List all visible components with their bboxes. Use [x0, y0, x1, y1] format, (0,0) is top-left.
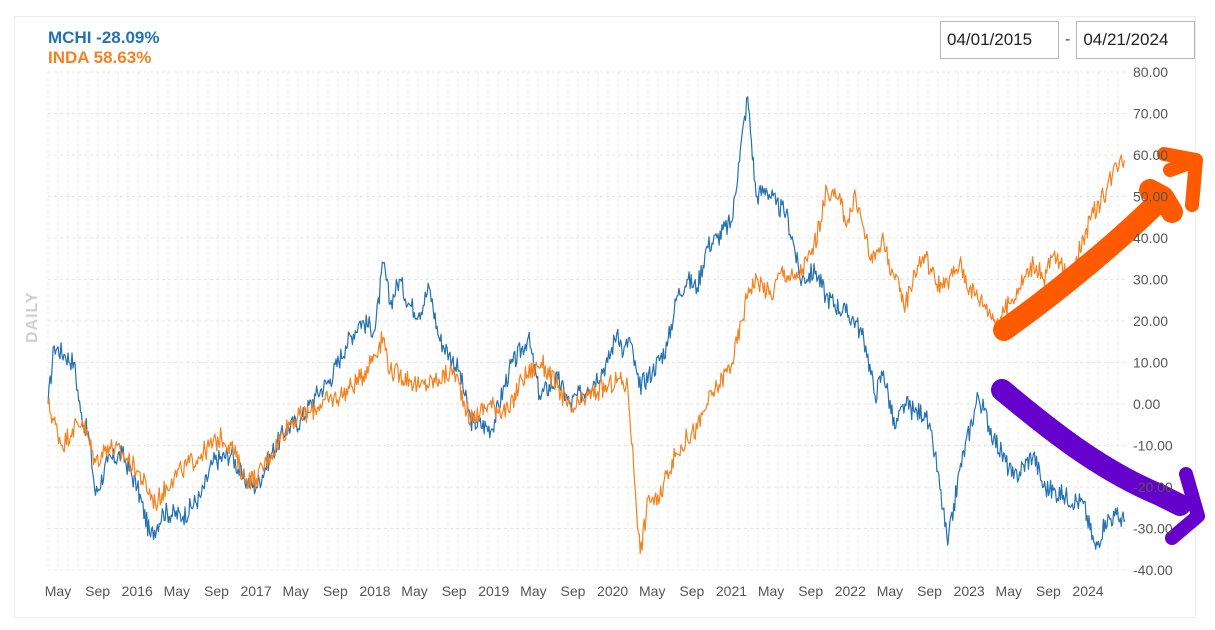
y-axis: 80.00 70.00 60.00 50.00 40.00 30.00 20.00 10.00… [1133, 64, 1173, 578]
x-tick-label: Sep [85, 583, 110, 599]
x-axis: May Sep 2016 May Sep 2017 May Sep 2018 May Sep 2019… [45, 583, 1104, 599]
x-tick-label: May [520, 583, 546, 599]
y-tick-label: 20.00 [1133, 313, 1168, 329]
y-tick-label: 10.00 [1133, 355, 1168, 371]
annotation-arrow-down [991, 379, 1191, 516]
y-tick-label: 0.00 [1133, 396, 1160, 412]
y-tick-label: 50.00 [1133, 189, 1168, 205]
x-tick-label: 2017 [240, 583, 271, 599]
x-tick-label: May [45, 583, 71, 599]
y-tick-label: 60.00 [1133, 147, 1168, 163]
legend-entry-mchi: MCHI -28.09% [48, 28, 160, 47]
x-tick-label: 2019 [478, 583, 509, 599]
x-tick-label: 2021 [716, 583, 747, 599]
x-tick-label: Sep [798, 583, 823, 599]
x-tick-label: Sep [1036, 583, 1061, 599]
start-date-input[interactable] [940, 21, 1059, 59]
y-tick-label: -10.00 [1133, 438, 1173, 454]
x-tick-label: 2022 [835, 583, 866, 599]
x-tick-label: May [401, 583, 427, 599]
series-lines [47, 96, 1126, 554]
date-separator: - [1065, 31, 1071, 48]
x-tick-label: May [758, 583, 784, 599]
annotation-arrowhead-up [1157, 147, 1203, 212]
y-tick-label: -30.00 [1133, 521, 1173, 537]
series-line-inda [47, 154, 1126, 554]
y-tick-label: -20.00 [1133, 479, 1173, 495]
annotation-arrows [991, 147, 1205, 545]
end-date-input[interactable] [1076, 21, 1196, 59]
x-tick-label: May [639, 583, 665, 599]
y-tick-label: 30.00 [1133, 272, 1168, 288]
y-tick-label: 80.00 [1133, 64, 1168, 80]
annotation-arrow-up [993, 179, 1183, 341]
grid [47, 71, 1125, 571]
x-tick-label: Sep [561, 583, 586, 599]
x-tick-label: May [282, 583, 308, 599]
annotation-arrowhead-down [1165, 467, 1205, 545]
x-tick-label: 2024 [1072, 583, 1103, 599]
x-tick-label: 2016 [122, 583, 153, 599]
y-axis-side-label: DAILY [24, 291, 41, 343]
y-tick-label: -40.00 [1133, 562, 1173, 578]
x-tick-label: May [877, 583, 903, 599]
x-tick-label: 2023 [954, 583, 985, 599]
chart-frame [14, 16, 1196, 618]
y-tick-label: 40.00 [1133, 230, 1168, 246]
x-tick-label: May [996, 583, 1022, 599]
x-tick-label: Sep [323, 583, 348, 599]
x-tick-label: May [164, 583, 190, 599]
legend: MCHI -28.09% INDA 58.63% [48, 28, 159, 68]
x-tick-label: Sep [204, 583, 229, 599]
x-tick-label: 2020 [597, 583, 628, 599]
date-range-picker: - [940, 21, 1196, 59]
legend-entry-inda: INDA 58.63% [48, 48, 152, 67]
series-line-mchi [47, 96, 1126, 550]
y-tick-label: 70.00 [1133, 106, 1168, 122]
x-tick-label: Sep [917, 583, 942, 599]
x-tick-label: Sep [442, 583, 467, 599]
x-tick-label: 2018 [359, 583, 390, 599]
x-tick-label: Sep [679, 583, 704, 599]
